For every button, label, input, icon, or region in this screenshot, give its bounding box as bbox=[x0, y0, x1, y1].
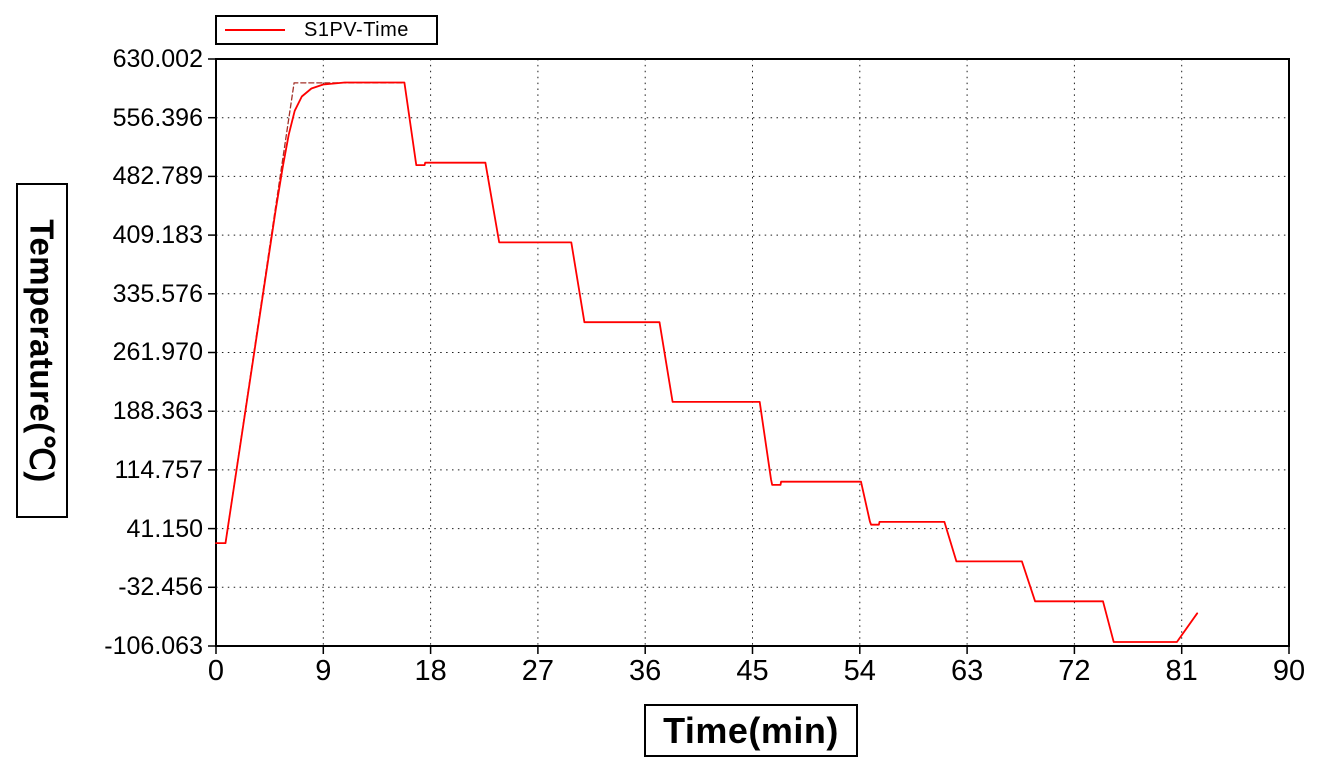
x-tick-label: 9 bbox=[315, 655, 332, 687]
x-axis-title-box: Time(min) bbox=[644, 704, 858, 757]
y-tick-label: 114.757 bbox=[114, 455, 203, 484]
plot-area bbox=[208, 58, 1290, 654]
x-tick-label: 90 bbox=[1272, 655, 1306, 687]
x-tick-label: 54 bbox=[843, 655, 876, 687]
legend-label: S1PV-Time bbox=[304, 18, 409, 41]
x-tick-label: 18 bbox=[414, 655, 447, 687]
y-tick-label: 556.396 bbox=[112, 103, 203, 132]
x-tick-label: 81 bbox=[1165, 655, 1198, 687]
series-line-setpoint-ramp-trace bbox=[224, 82, 406, 544]
x-axis-title: Time(min) bbox=[663, 709, 839, 751]
series-line-S1PV-Time bbox=[215, 81, 1199, 643]
y-tick-label: 335.576 bbox=[112, 279, 203, 308]
x-tick-label: 72 bbox=[1058, 655, 1091, 687]
y-tick-label: -32.456 bbox=[118, 573, 203, 602]
plot-frame bbox=[215, 58, 1290, 647]
x-tick-label: 45 bbox=[736, 655, 769, 687]
y-tick-label: 261.970 bbox=[112, 338, 203, 367]
x-tick-label: 0 bbox=[207, 655, 225, 687]
legend-line-sample-icon bbox=[225, 29, 285, 31]
y-axis-title-box: Temperature(℃) bbox=[16, 183, 68, 518]
x-tick-label: 36 bbox=[629, 655, 662, 687]
y-tick-label: 630.002 bbox=[112, 45, 203, 73]
legend: S1PV-Time bbox=[215, 15, 438, 45]
y-tick-label: 188.363 bbox=[112, 397, 203, 426]
y-tick-label: 41.150 bbox=[126, 514, 203, 543]
x-tick-label: 27 bbox=[521, 655, 555, 687]
y-tick-label: 409.183 bbox=[112, 221, 203, 250]
y-tick-label: 482.789 bbox=[112, 162, 203, 191]
y-tick-label: -106.063 bbox=[104, 632, 203, 660]
x-tick-label: 63 bbox=[950, 655, 984, 687]
